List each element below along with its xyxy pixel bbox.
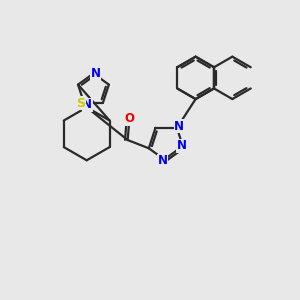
Text: N: N — [174, 120, 184, 133]
Text: N: N — [158, 154, 168, 167]
Text: N: N — [82, 98, 92, 111]
Text: N: N — [177, 140, 187, 152]
Text: S: S — [76, 97, 85, 110]
Text: N: N — [91, 67, 101, 80]
Text: O: O — [124, 112, 134, 125]
